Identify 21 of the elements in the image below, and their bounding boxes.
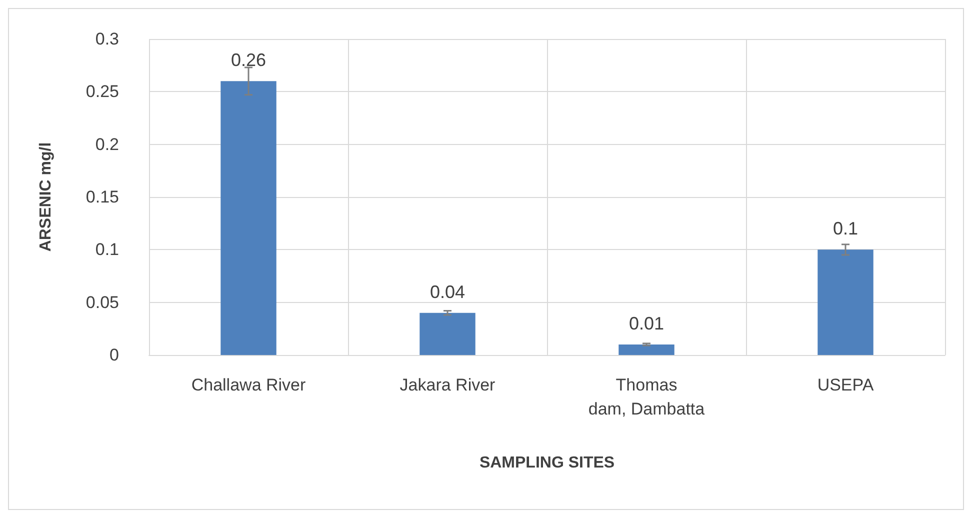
data-label: 0.04 [430,282,466,302]
x-tick-label: Challawa River [191,376,306,394]
x-axis-title: SAMPLING SITES [479,454,615,472]
y-tick-label: 0.15 [86,188,119,206]
y-axis-title: ARSENIC mg/l [38,142,54,252]
bar [618,344,674,355]
y-tick-label: 0.05 [86,292,119,312]
y-tick-label: 0 [110,346,119,364]
y-tick-label: 0.25 [86,82,119,102]
bar [420,312,476,355]
y-tick-label: 0.1 [95,240,119,260]
bar [220,81,276,355]
data-label: 0.01 [628,313,664,334]
data-label: 0.26 [230,50,266,70]
bar [818,250,874,355]
x-tick-label: Thomas dam, Dambatta [588,376,706,418]
y-tick-label: 0.3 [95,30,119,48]
x-tick-label: USEPA [817,376,874,394]
data-label: 0.1 [832,218,858,239]
y-tick-label: 0.2 [95,134,119,154]
x-tick-label: Jakara River [400,376,496,394]
